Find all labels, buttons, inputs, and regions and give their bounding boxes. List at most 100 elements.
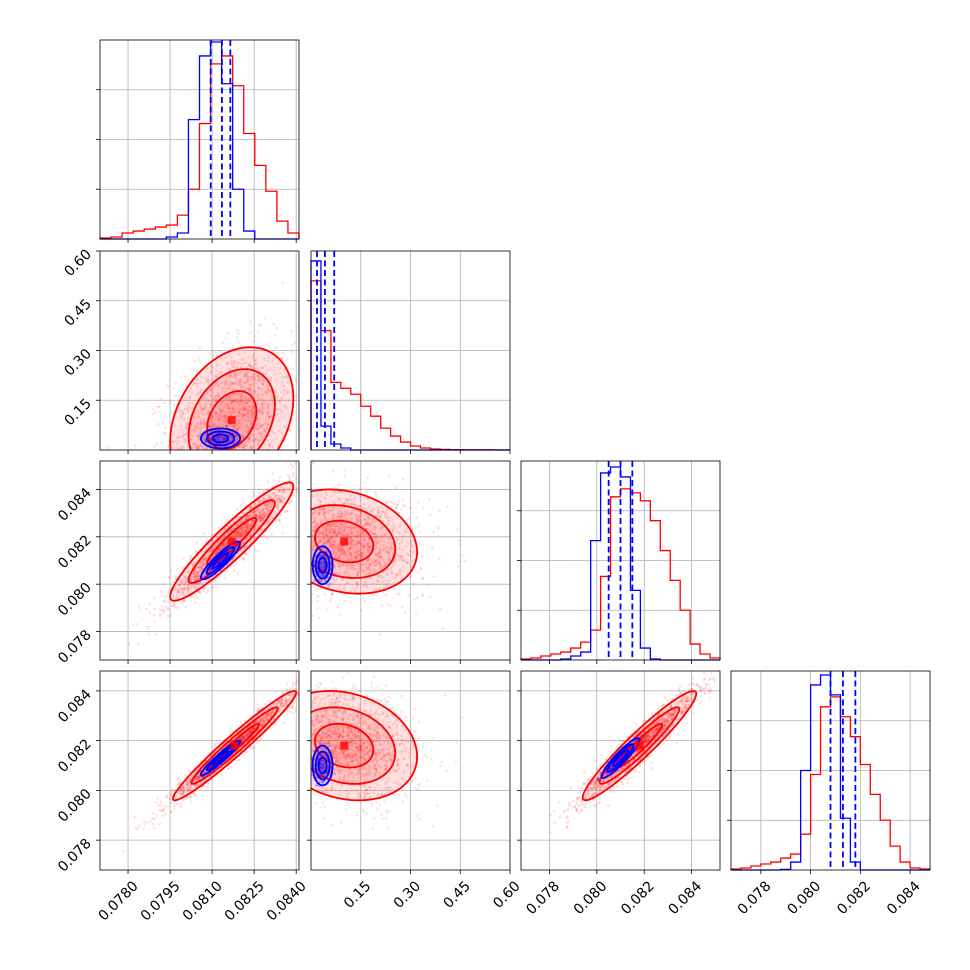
scatter-point: [232, 426, 235, 429]
scatter-point: [230, 380, 233, 384]
scatter-point: [263, 379, 266, 382]
scatter-point: [213, 492, 216, 495]
scatter-point: [195, 566, 198, 569]
scatter-point: [265, 537, 269, 540]
scatter-point: [177, 777, 180, 780]
scatter-point: [184, 432, 187, 436]
scatter-point: [252, 722, 255, 726]
scatter-point: [240, 457, 243, 460]
scatter-point: [253, 720, 257, 724]
scatter-point: [266, 438, 269, 442]
scatter-point: [226, 375, 230, 379]
scatter-point: [261, 720, 264, 724]
scatter-point: [215, 363, 218, 366]
scatter-point: [199, 428, 202, 432]
scatter-point: [208, 569, 212, 572]
scatter-point: [249, 375, 252, 379]
scatter-point: [224, 527, 227, 530]
scatter-point: [260, 473, 263, 476]
scatter-point: [208, 568, 211, 571]
scatter-point: [214, 414, 218, 417]
scatter-point: [230, 411, 234, 415]
scatter-point: [182, 587, 185, 590]
scatter-point: [233, 360, 236, 364]
scatter-point: [281, 375, 285, 379]
scatter-point: [224, 437, 228, 440]
scatter-point: [271, 357, 274, 361]
scatter-point: [269, 414, 272, 418]
scatter-point: [181, 434, 185, 438]
scatter-point: [182, 587, 186, 590]
scatter-point: [234, 435, 238, 438]
scatter-point: [242, 385, 245, 389]
scatter-point: [166, 451, 169, 454]
scatter-point: [181, 588, 184, 591]
scatter-point: [262, 430, 266, 434]
scatter-point: [240, 414, 243, 418]
scatter-point: [259, 425, 263, 429]
scatter-point: [235, 408, 238, 412]
scatter-point: [206, 377, 209, 381]
scatter-point: [222, 437, 226, 441]
scatter-point: [265, 391, 268, 394]
scatter-point: [235, 383, 239, 386]
scatter-point: [192, 470, 195, 473]
scatter-point: [249, 524, 252, 528]
scatter-point: [217, 420, 220, 423]
scatter-point: [263, 443, 267, 447]
scatter-point: [289, 391, 293, 394]
scatter-point: [264, 716, 267, 719]
scatter-point: [242, 540, 245, 544]
scatter-point: [259, 471, 262, 474]
scatter-point: [228, 398, 232, 402]
scatter-point: [200, 566, 203, 570]
scatter-point: [161, 457, 164, 460]
scatter-point: [241, 400, 244, 404]
scatter-point: [214, 551, 217, 555]
scatter-point: [202, 418, 205, 421]
scatter-point: [261, 497, 265, 500]
scatter-point: [236, 429, 240, 432]
scatter-point: [214, 551, 218, 555]
scatter-point: [278, 519, 282, 522]
scatter-point: [222, 541, 226, 545]
scatter-point: [256, 402, 260, 406]
scatter-point: [182, 599, 185, 602]
scatter-point: [266, 427, 269, 431]
scatter-point: [266, 415, 270, 418]
scatter-point: [137, 827, 140, 830]
scatter-point: [205, 539, 209, 542]
scatter-point: [249, 391, 253, 395]
scatter-point: [251, 519, 254, 522]
scatter-point: [263, 390, 267, 394]
scatter-point: [244, 401, 247, 405]
scatter-point: [282, 721, 286, 725]
scatter-point: [214, 375, 218, 379]
scatter-point: [276, 507, 280, 511]
scatter-point: [261, 393, 264, 397]
scatter-point: [232, 410, 235, 413]
scatter-point: [208, 400, 211, 403]
scatter-point: [184, 438, 187, 442]
scatter-point: [193, 575, 197, 578]
scatter-point: [264, 503, 267, 507]
scatter-point: [223, 534, 226, 538]
scatter-point: [182, 557, 185, 560]
scatter-point: [187, 570, 190, 574]
scatter-point: [226, 362, 230, 365]
scatter-point: [249, 467, 252, 470]
scatter-point: [211, 421, 215, 425]
scatter-point: [243, 399, 247, 402]
scatter-point: [192, 474, 195, 477]
scatter-point: [223, 417, 227, 420]
scatter-point: [257, 519, 260, 523]
scatter-point: [215, 411, 218, 415]
scatter-point: [174, 381, 177, 385]
scatter-point: [158, 613, 162, 616]
scatter-point: [244, 524, 247, 527]
scatter-point: [233, 398, 237, 402]
scatter-point: [214, 552, 217, 556]
scatter-point: [259, 724, 263, 727]
scatter-point: [197, 492, 200, 495]
scatter-point: [174, 453, 177, 456]
